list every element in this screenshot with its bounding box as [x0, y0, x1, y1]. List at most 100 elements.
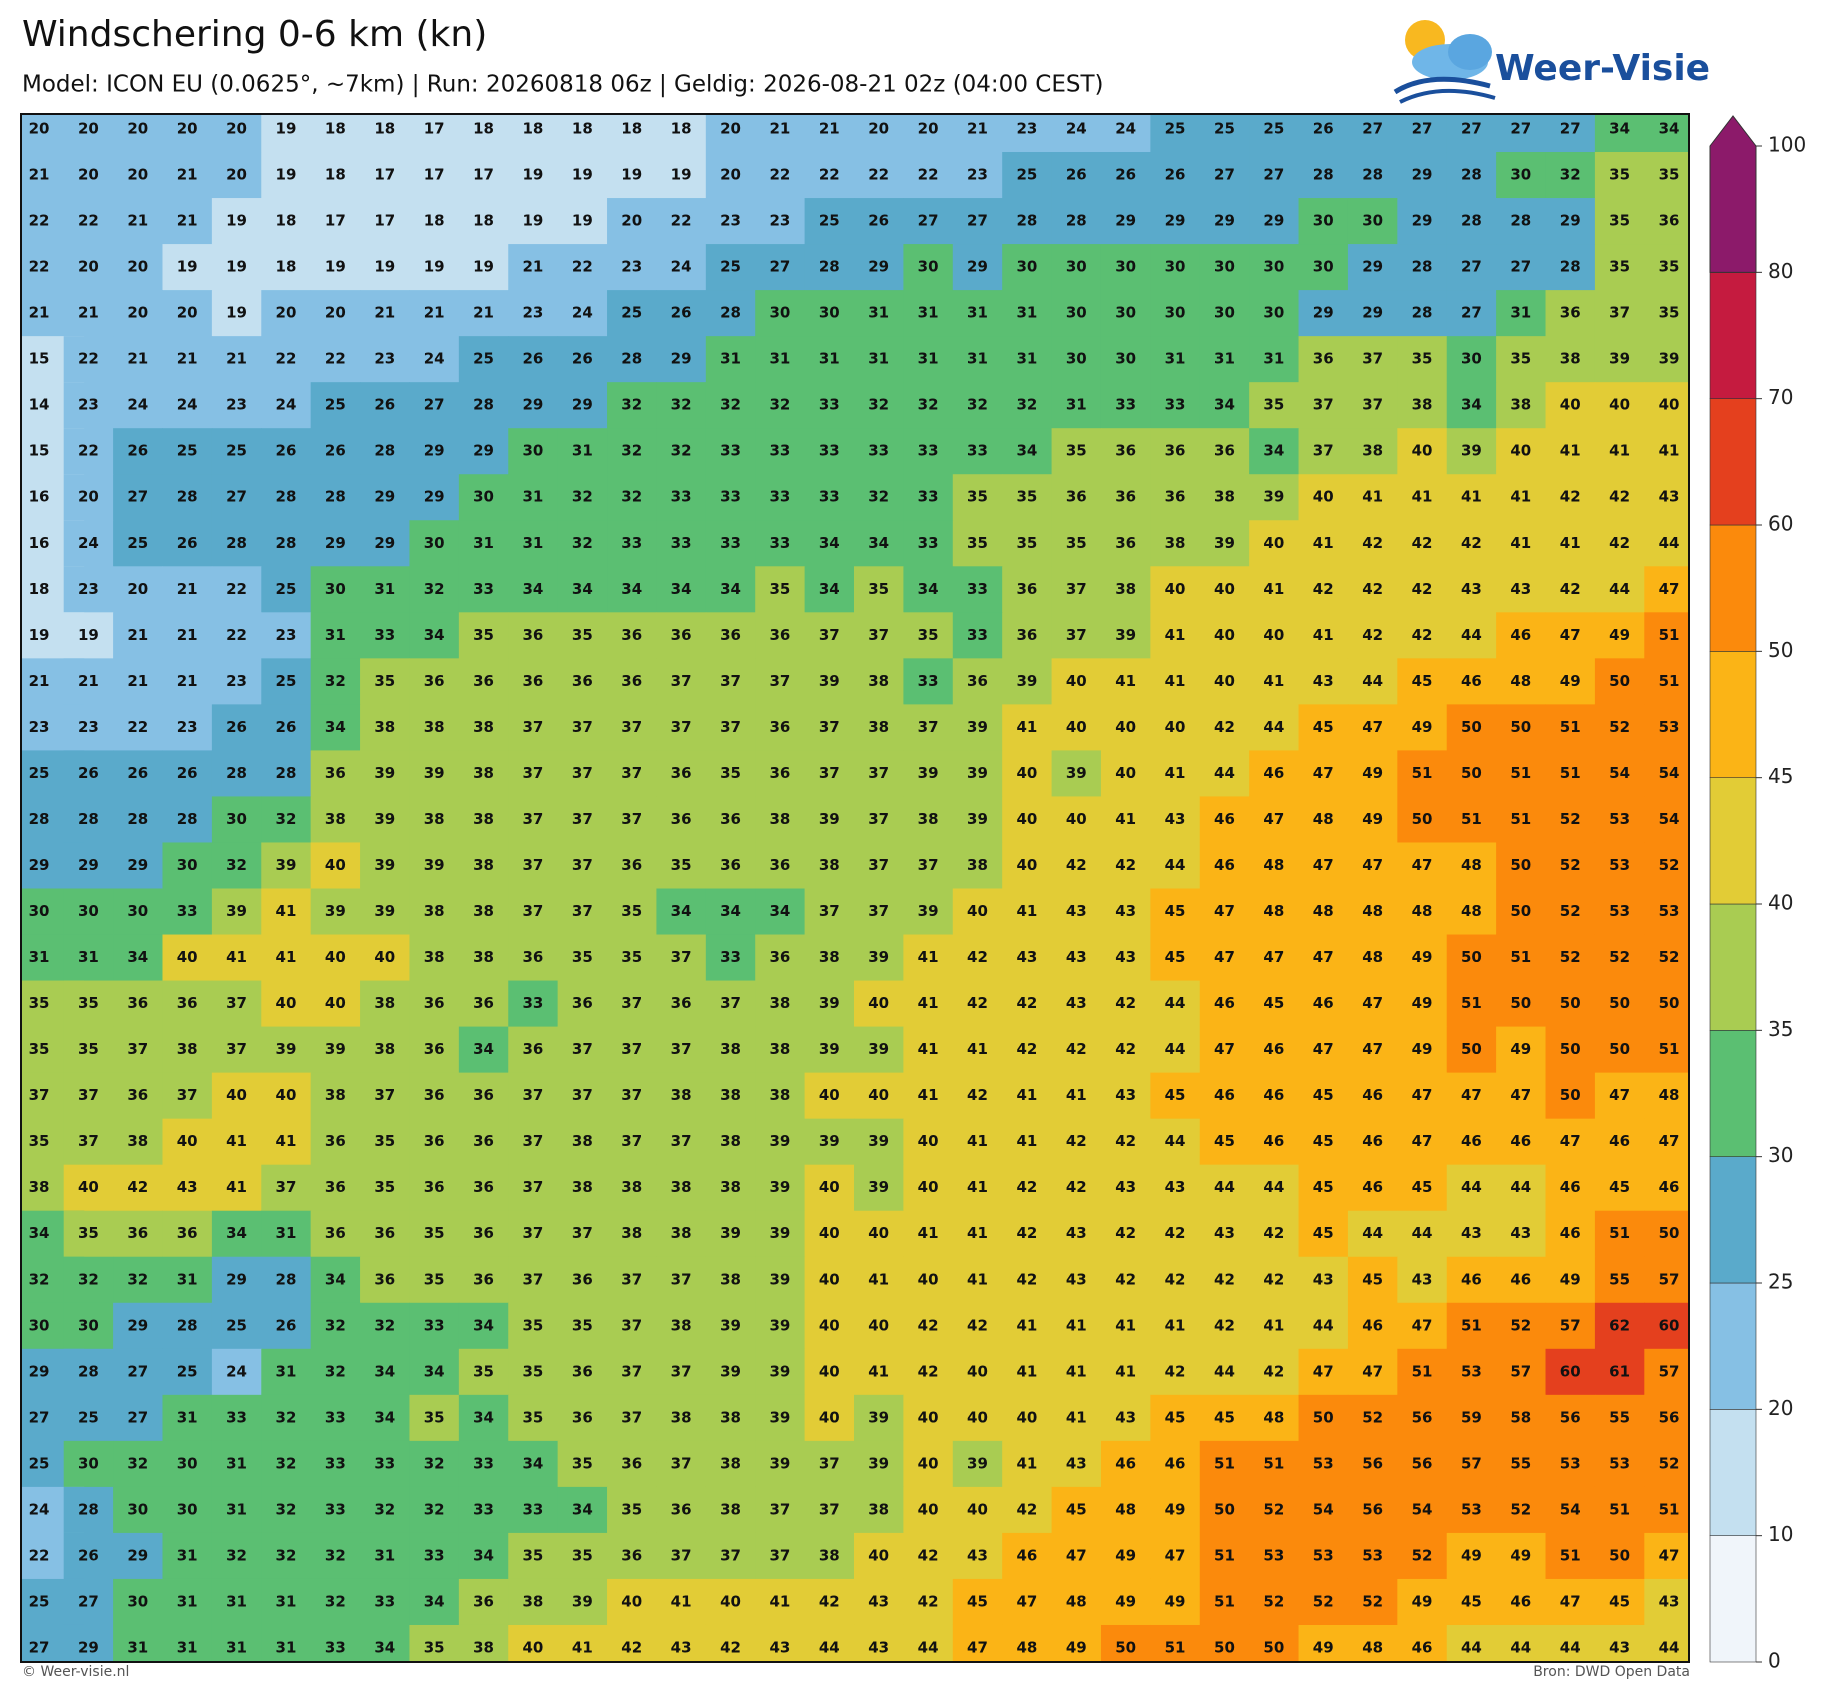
shear-value: 47 — [1609, 1086, 1630, 1104]
shear-cell — [1644, 566, 1689, 613]
shear-cell — [854, 1394, 904, 1442]
shear-cell — [1446, 336, 1497, 383]
shear-cell — [1051, 1210, 1102, 1258]
shear-cell — [607, 1348, 657, 1396]
shear-cell — [705, 520, 756, 567]
shear-cell — [1002, 336, 1053, 383]
shear-cell — [162, 796, 213, 843]
shear-cell — [1150, 474, 1201, 521]
shear-value: 21 — [819, 120, 840, 138]
shear-cell — [1644, 1532, 1689, 1580]
shear-cell — [607, 1440, 657, 1488]
shear-value: 28 — [127, 810, 148, 828]
shear-cell — [705, 474, 756, 521]
shear-cell — [903, 704, 954, 751]
shear-value: 32 — [276, 1454, 297, 1472]
shear-value: 38 — [769, 810, 790, 828]
shear-cell — [1100, 290, 1151, 337]
shear-value: 43 — [1115, 948, 1136, 966]
shear-value: 53 — [1362, 1546, 1383, 1564]
shear-value: 41 — [1659, 442, 1680, 460]
shear-value: 22 — [78, 442, 99, 460]
shear-value: 55 — [1609, 1408, 1630, 1426]
shear-value: 30 — [29, 1316, 50, 1334]
shear-cell — [113, 888, 163, 936]
shear-value: 39 — [1066, 764, 1087, 782]
shear-cell — [656, 704, 707, 751]
shear-cell — [1594, 1440, 1645, 1488]
shear-value: 40 — [177, 1132, 198, 1150]
shear-cell — [1446, 198, 1497, 245]
shear-cell — [1347, 934, 1398, 982]
shear-value: 19 — [473, 258, 494, 276]
shear-cell — [1199, 1578, 1250, 1626]
shear-value: 53 — [1659, 902, 1680, 920]
shear-value: 30 — [1313, 258, 1334, 276]
shear-cell — [409, 1072, 460, 1120]
shear-cell — [1545, 1624, 1596, 1662]
shear-value: 20 — [177, 120, 198, 138]
shear-value: 23 — [177, 718, 198, 736]
shear-cell — [1249, 888, 1300, 936]
shear-cell — [1051, 1486, 1102, 1534]
shear-value: 42 — [918, 1592, 939, 1610]
shear-cell — [952, 980, 1003, 1028]
shear-value: 36 — [671, 1500, 692, 1518]
shear-value: 32 — [424, 1454, 445, 1472]
shear-cell — [705, 1440, 756, 1488]
shear-value: 62 — [1609, 1316, 1630, 1334]
shear-cell — [1644, 1072, 1689, 1120]
logo-icon — [1393, 20, 1496, 104]
shear-value: 37 — [671, 1546, 692, 1564]
shear-value: 43 — [177, 1178, 198, 1196]
shear-value: 37 — [720, 1546, 741, 1564]
shear-cell — [1199, 1440, 1250, 1488]
shear-cell — [1594, 612, 1645, 659]
shear-value: 42 — [1412, 626, 1433, 644]
shear-value: 40 — [918, 1454, 939, 1472]
shear-cell — [1496, 1532, 1547, 1580]
shear-cell — [1347, 428, 1398, 475]
shear-cell — [607, 428, 657, 475]
shear-value: 39 — [967, 764, 988, 782]
shear-value: 19 — [177, 258, 198, 276]
shear-cell — [1347, 750, 1398, 797]
shear-value: 35 — [621, 948, 642, 966]
shear-value: 37 — [671, 1362, 692, 1380]
shear-value: 39 — [868, 1132, 889, 1150]
shear-cell — [1150, 382, 1201, 429]
shear-value: 19 — [374, 258, 395, 276]
shear-value: 49 — [1560, 672, 1581, 690]
shear-cell — [1298, 1532, 1349, 1580]
shear-cell — [903, 1578, 954, 1626]
shear-value: 35 — [78, 1040, 99, 1058]
shear-cell — [656, 566, 707, 613]
shear-cell — [63, 1578, 114, 1626]
shear-value: 48 — [1313, 902, 1334, 920]
shear-value: 34 — [127, 948, 148, 966]
shear-value: 41 — [1066, 1408, 1087, 1426]
shear-cell — [607, 1118, 657, 1166]
shear-cell — [1100, 980, 1151, 1028]
shear-cell — [607, 704, 657, 751]
shear-cell — [1249, 980, 1300, 1028]
shear-value: 38 — [720, 1178, 741, 1196]
shear-cell — [409, 474, 460, 521]
shear-value: 45 — [1263, 994, 1284, 1012]
shear-cell — [1002, 704, 1053, 751]
shear-cell — [1150, 612, 1201, 659]
shear-cell — [458, 704, 509, 751]
shear-value: 53 — [1461, 1362, 1482, 1380]
shear-cell — [508, 336, 559, 383]
shear-value: 27 — [1263, 166, 1284, 184]
shear-value: 37 — [769, 1500, 790, 1518]
shear-value: 39 — [868, 1454, 889, 1472]
shear-value: 31 — [29, 948, 50, 966]
shear-cell — [804, 796, 855, 843]
shear-cell — [1298, 1624, 1349, 1662]
shear-cell — [508, 1624, 559, 1662]
shear-value: 35 — [572, 1316, 593, 1334]
shear-cell — [557, 520, 608, 567]
shear-cell — [755, 474, 806, 521]
shear-cell — [1446, 382, 1497, 429]
